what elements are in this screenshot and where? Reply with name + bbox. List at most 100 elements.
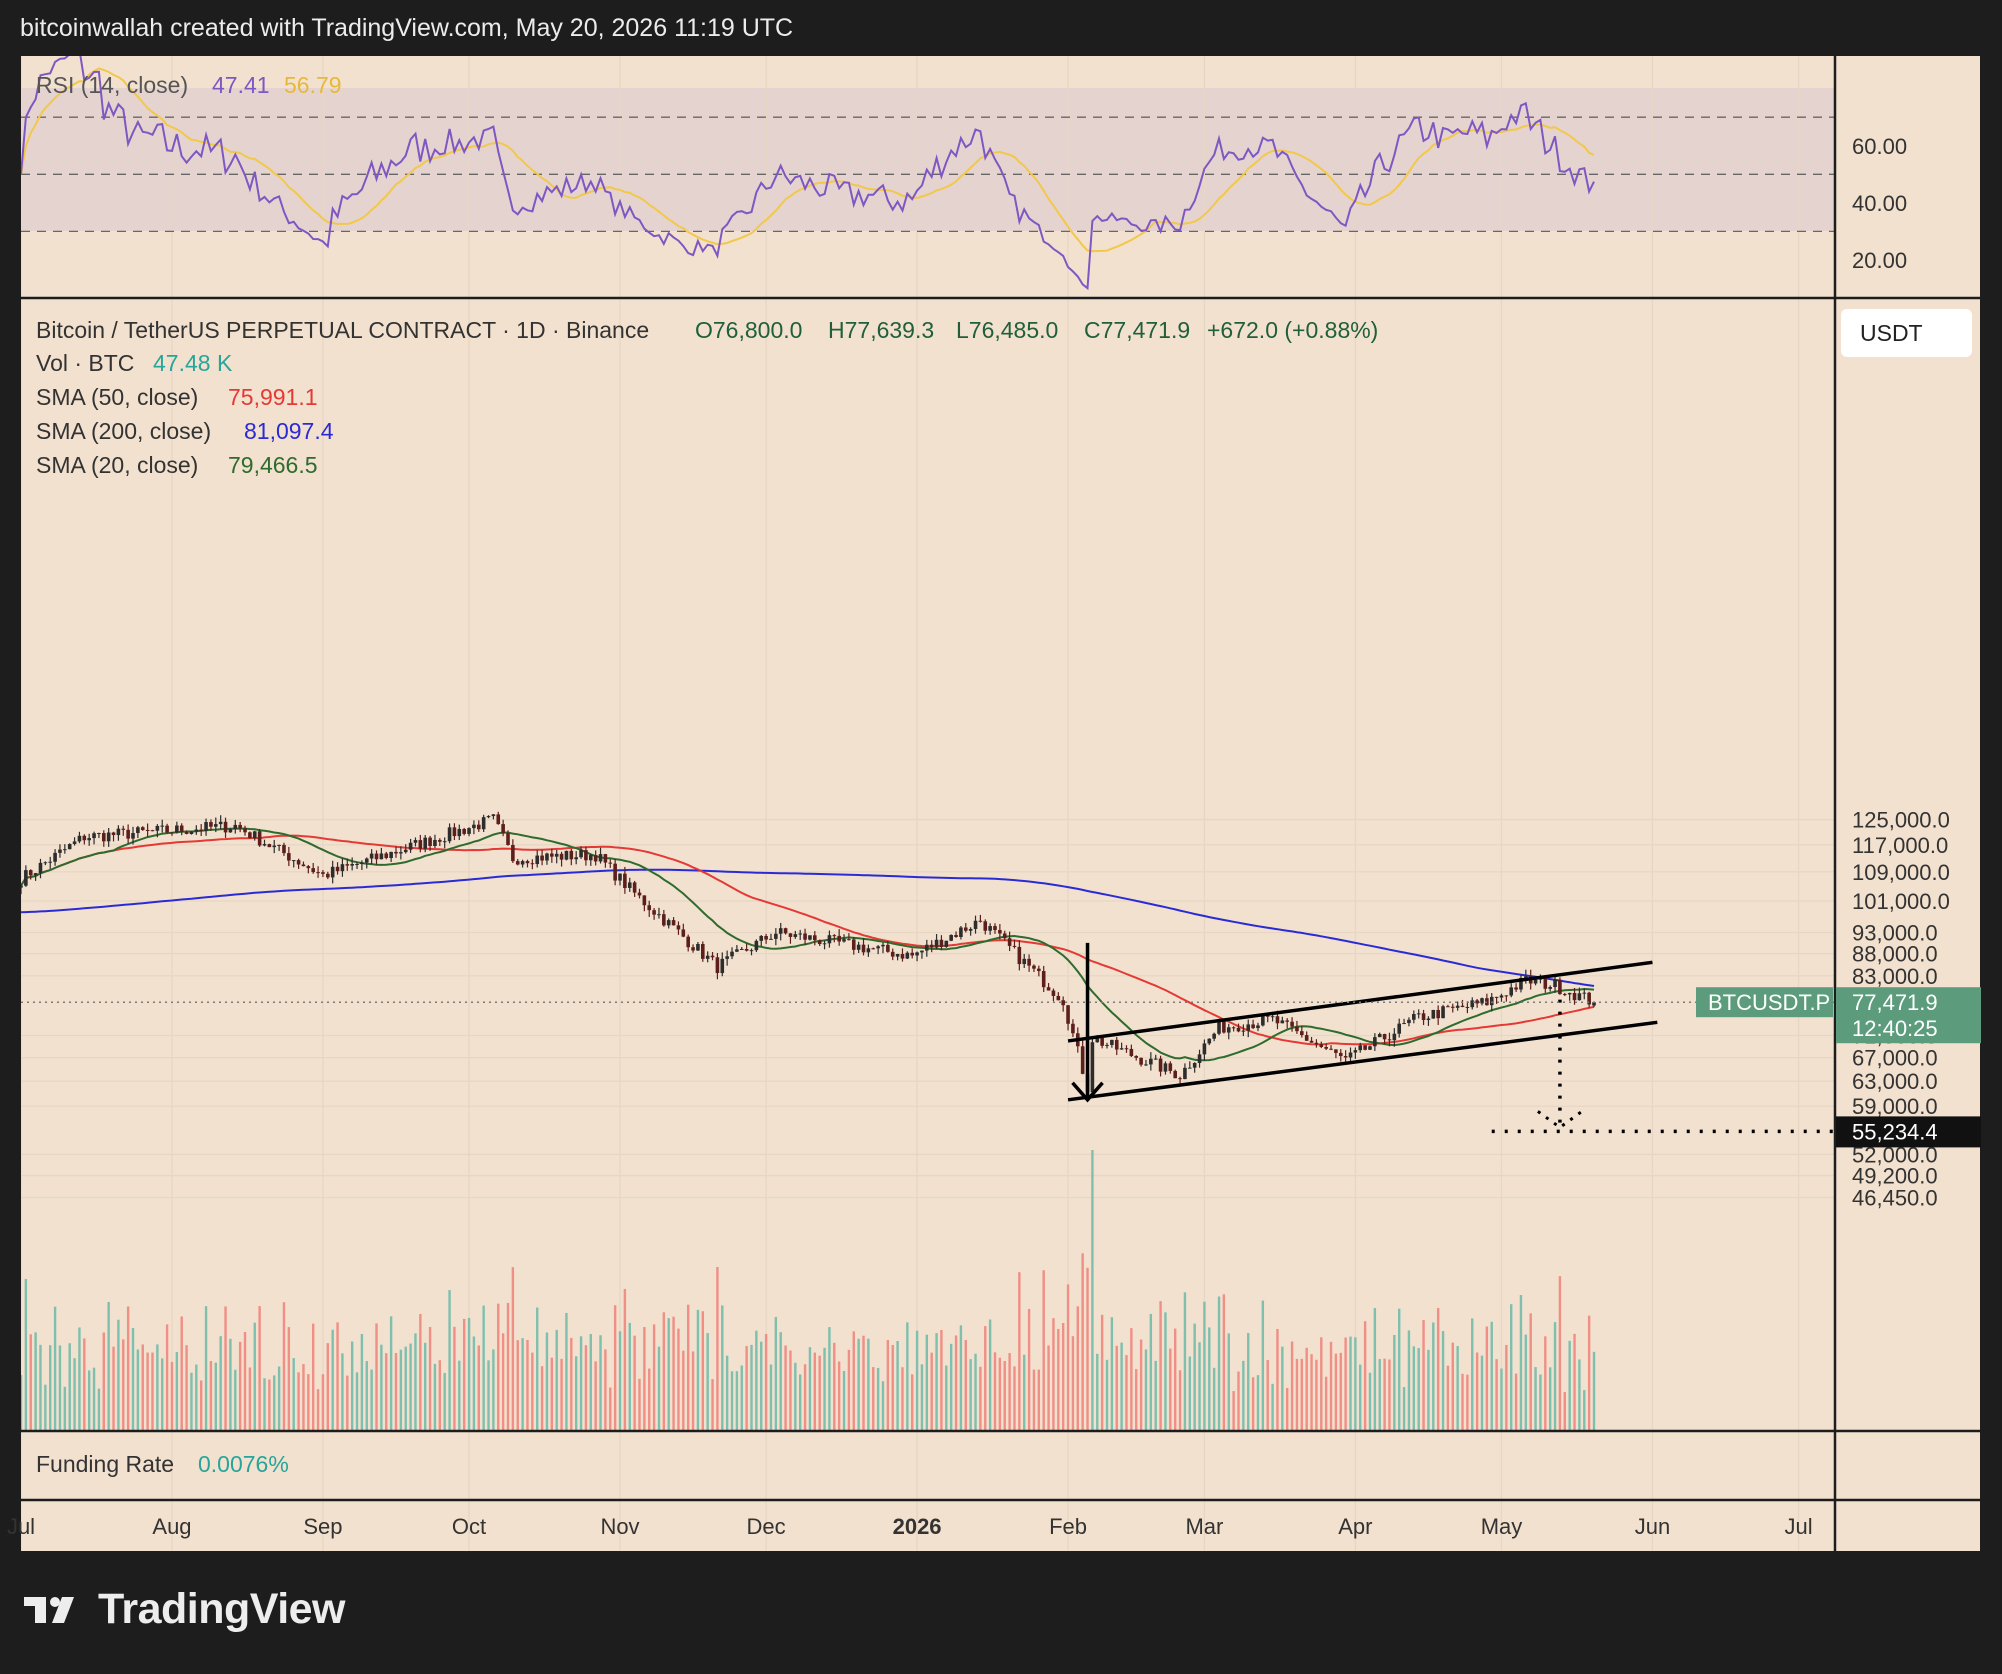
volume-bar (959, 1325, 963, 1430)
candle-body (998, 930, 1002, 934)
volume-bar (1514, 1373, 1518, 1430)
legend-sma200-value: 81,097.4 (244, 418, 334, 444)
volume-bar (891, 1344, 894, 1430)
volume-bar (1169, 1348, 1172, 1430)
volume-bar (1510, 1304, 1513, 1430)
candle-body (1407, 1019, 1411, 1024)
candle-body (866, 948, 871, 953)
candle-body (1519, 977, 1523, 990)
volume-bar (185, 1345, 188, 1430)
candle-body (574, 857, 578, 860)
volume-bar (852, 1331, 855, 1430)
candle-body (1046, 987, 1051, 991)
candle-body (871, 948, 876, 950)
volume-bar (165, 1324, 169, 1430)
volume-bar (1120, 1342, 1123, 1430)
candle-body (910, 952, 915, 956)
candle-body (1222, 1021, 1226, 1033)
candle-body (53, 852, 57, 862)
volume-bar (477, 1345, 480, 1430)
volume-bar (730, 1371, 734, 1430)
volume-bar (24, 1279, 28, 1430)
volume-bar (876, 1367, 880, 1430)
candle-body (915, 952, 919, 956)
volume-bar (1471, 1318, 1474, 1430)
volume-bar (170, 1361, 174, 1430)
volume-bar (1563, 1391, 1566, 1430)
candle-body (428, 837, 432, 846)
rsi-tick-label: 60.00 (1852, 134, 1907, 159)
candle-body (1265, 1015, 1270, 1017)
candle-body (301, 864, 306, 867)
candle-body (1158, 1058, 1163, 1072)
time-axis[interactable]: Jul Aug Sep Oct Nov Dec 2026 Feb Mar Apr May Jun Jul (7, 1514, 1813, 1539)
volume-bar (803, 1364, 807, 1430)
volume-bar (1432, 1322, 1435, 1430)
candle-body (1343, 1056, 1348, 1058)
candle-body (1324, 1046, 1328, 1049)
currency-button-label[interactable]: USDT (1860, 320, 1923, 346)
volume-bar (1271, 1383, 1274, 1430)
volume-bar (433, 1363, 437, 1430)
candle-body (184, 831, 189, 834)
volume-bar (297, 1372, 300, 1430)
volume-bar (1242, 1360, 1245, 1430)
volume-bar (326, 1343, 330, 1430)
candle-body (306, 866, 311, 869)
volume-bar (1290, 1341, 1294, 1430)
volume-bar (336, 1322, 339, 1430)
candle-body (1061, 1000, 1065, 1006)
candle-body (881, 944, 885, 947)
candle-body (598, 854, 603, 862)
price-tick-label: 49,200.0 (1852, 1164, 1938, 1189)
candle-body (554, 853, 559, 857)
volume-bar (604, 1349, 607, 1430)
candle-body (954, 934, 958, 937)
volume-bar (1490, 1321, 1493, 1430)
rsi-band (21, 88, 1834, 231)
candle-body (1051, 990, 1056, 996)
candle-body (1114, 1039, 1119, 1050)
volume-bar (1383, 1358, 1386, 1430)
chart-background (20, 55, 1835, 1552)
candle-body (890, 951, 895, 957)
volume-bar (760, 1341, 763, 1430)
legend: Bitcoin / TetherUS PERPETUAL CONTRACT · … (36, 317, 1378, 478)
volume-bar (721, 1305, 724, 1430)
volume-bar (448, 1290, 451, 1430)
candle-body (316, 872, 320, 874)
volume-bar (1495, 1359, 1498, 1430)
candle-body (1168, 1063, 1173, 1071)
volume-bar (1300, 1358, 1304, 1430)
candle-body (662, 914, 666, 926)
candle-body (798, 933, 802, 935)
rsi-ma-line (21, 67, 1595, 253)
volume-bar (428, 1327, 432, 1430)
volume-bar (774, 1316, 778, 1430)
candle-body (447, 827, 452, 842)
candle-body (1032, 965, 1036, 969)
volume-bar (482, 1305, 485, 1430)
volume-bar (1466, 1374, 1469, 1430)
volume-bar (414, 1333, 417, 1430)
volume-bar (1232, 1391, 1235, 1430)
candle-body (739, 948, 744, 950)
candle-body (730, 951, 734, 957)
candle-body (418, 840, 423, 849)
candle-body (486, 816, 491, 818)
candle-body (165, 825, 169, 833)
candles (21, 811, 1596, 1095)
volume-bar (1402, 1387, 1406, 1430)
volume-bar (1524, 1334, 1528, 1430)
time-axis-label: Nov (600, 1514, 639, 1539)
volume-bar (716, 1267, 719, 1430)
candle-body (1562, 994, 1567, 996)
rsi-scale[interactable]: 60.00 40.00 20.00 (1852, 134, 1907, 273)
volume-bar (1261, 1300, 1265, 1430)
target-label: 55,234.4 (1836, 1116, 1981, 1148)
candle-body (87, 838, 91, 841)
volume-bar (385, 1353, 388, 1430)
currency-button[interactable]: USDT (1841, 309, 1972, 357)
volume-bar (190, 1372, 193, 1430)
